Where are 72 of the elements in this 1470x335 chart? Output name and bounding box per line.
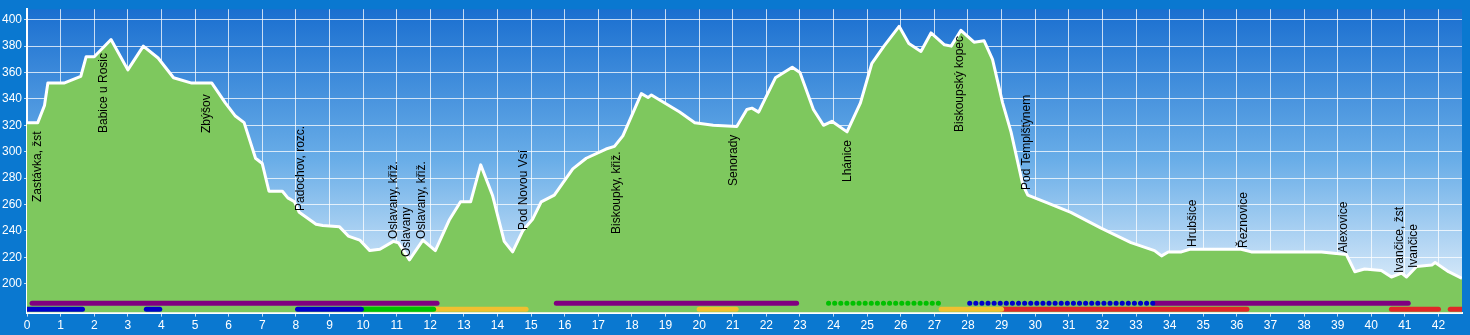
x-tick-label: 28 (961, 318, 975, 333)
annotation: Zbýšov (199, 94, 214, 133)
annotation: Oslavany (399, 206, 414, 257)
annotation: Hrubšice (1185, 199, 1200, 247)
x-tick-label: 21 (726, 318, 740, 333)
x-tick-label: 30 (1028, 318, 1043, 333)
annotation: Lhánice (840, 139, 855, 182)
x-tick-label: 7 (258, 318, 266, 333)
y-tick-label: 240 (1, 223, 23, 238)
annotation: Řeznovice (1235, 191, 1251, 248)
annotation: Senorady (726, 134, 741, 186)
x-tick-label: 12 (423, 318, 438, 333)
x-tick-label: 4 (158, 318, 166, 333)
annotation: Oslavany, křiž. (414, 161, 429, 239)
x-tick-label: 3 (124, 318, 132, 333)
x-tick-label: 37 (1263, 318, 1278, 333)
x-tick-label: 9 (326, 318, 334, 333)
y-tick-label: 360 (1, 64, 23, 79)
x-tick-label: 1 (57, 318, 65, 333)
x-tick-label: 35 (1196, 318, 1211, 333)
y-tick-label: 280 (1, 170, 23, 185)
x-tick-label: 25 (860, 318, 875, 333)
x-tick-label: 39 (1330, 318, 1345, 333)
x-tick-label: 13 (457, 318, 471, 333)
x-tick-label: 15 (524, 318, 539, 333)
x-tick-label: 14 (490, 318, 505, 333)
x-tick-label: 19 (658, 318, 673, 333)
annotation: Ivančice (1406, 223, 1421, 268)
annotation: Biskoupský kopec (952, 35, 967, 132)
annotation: Oslavany, křiž. (386, 161, 401, 239)
x-tick-label: 11 (390, 318, 404, 333)
annotation: Ivančice, žst (1392, 206, 1407, 273)
y-tick-label: 340 (1, 91, 23, 106)
x-tick-label: 16 (558, 318, 572, 333)
x-tick-label: 22 (759, 318, 774, 333)
x-tick-label: 34 (1162, 318, 1177, 333)
x-tick-label: 24 (826, 318, 841, 333)
x-tick-label: 2 (90, 318, 98, 333)
x-tick-label: 17 (591, 318, 606, 333)
x-tick-label: 32 (1095, 318, 1110, 333)
y-tick-label: 300 (1, 143, 23, 158)
annotation: Zastávka, žst (30, 130, 45, 202)
y-tick-label: 220 (1, 249, 23, 264)
x-tick-label: 38 (1297, 318, 1312, 333)
x-tick-label: 0 (23, 318, 31, 333)
y-tick-label: 260 (1, 196, 23, 211)
x-tick-label: 5 (191, 318, 199, 333)
x-tick-label: 42 (1431, 318, 1446, 333)
annotation: Pod Novou Vsí (516, 149, 531, 230)
annotation: Pod Templštýnem (1019, 94, 1034, 190)
x-tick-label: 41 (1398, 318, 1412, 333)
annotation: Padochov, rozc. (293, 125, 308, 211)
x-tick-label: 26 (894, 318, 908, 333)
x-tick-label: 10 (356, 318, 371, 333)
x-tick-label: 31 (1062, 318, 1076, 333)
x-tick-label: 8 (292, 318, 300, 333)
y-tick-label: 380 (1, 38, 23, 53)
y-tick-label: 400 (1, 12, 23, 27)
x-tick-label: 18 (625, 318, 639, 333)
x-tick-label: 40 (1364, 318, 1379, 333)
annotation: Alexovice (1336, 201, 1351, 253)
y-tick-label: 200 (1, 275, 23, 290)
annotation: Babice u Rosic (96, 52, 111, 133)
x-tick-label: 20 (692, 318, 707, 333)
x-tick-label: 29 (994, 318, 1009, 333)
x-tick-label: 6 (225, 318, 233, 333)
x-tick-label: 33 (1129, 318, 1144, 333)
x-tick-label: 23 (793, 318, 807, 333)
y-tick-label: 320 (1, 117, 23, 132)
x-tick-label: 27 (927, 318, 942, 333)
annotation: Biskoupky, křiž. (609, 151, 624, 234)
x-tick-label: 36 (1230, 318, 1244, 333)
